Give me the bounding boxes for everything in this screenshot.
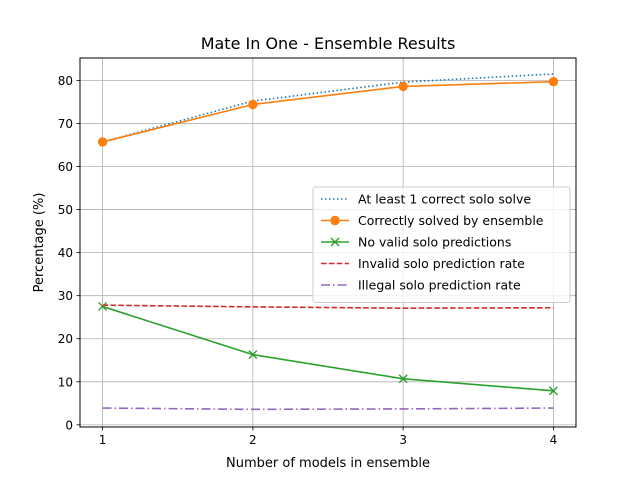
series-line-2: [102, 305, 554, 392]
y-axis-label: Percentage (%): [32, 193, 47, 293]
x-tick-label: 4: [550, 433, 558, 447]
y-tick-label: 50: [58, 203, 73, 217]
series-1-marker: [248, 99, 258, 110]
series-2-marker: [98, 301, 108, 311]
series-line-1: [102, 80, 554, 143]
y-tick-label: 20: [58, 332, 73, 346]
x-tick-label: 3: [399, 433, 407, 447]
chart-title: Mate In One - Ensemble Results: [201, 34, 456, 53]
legend: At least 1 correct solo solve Correctly s…: [312, 186, 571, 303]
series-1-marker: [97, 137, 108, 147]
plot-frame: [79, 57, 577, 428]
legend-marker: [330, 237, 340, 247]
series-2-marker: [548, 386, 558, 396]
x-tick-label: 2: [249, 433, 257, 447]
series-layer: [97, 73, 559, 411]
legend-entry-label: At least 1 correct solo solve: [358, 192, 531, 207]
legend-entry-label: Illegal solo prediction rate: [358, 278, 521, 293]
x-tick-label: 1: [99, 433, 107, 447]
series-1-marker: [548, 76, 559, 87]
y-tick-label: 70: [58, 117, 73, 131]
y-tick-label: 80: [58, 74, 73, 88]
y-tick-label: 40: [58, 246, 73, 260]
legend-box: [312, 186, 571, 303]
series-1-marker: [398, 81, 408, 92]
legend-marker: [330, 215, 340, 226]
y-tick-label: 0: [65, 418, 73, 432]
legend-entry-label: No valid solo predictions: [358, 235, 511, 250]
series-line-4: [102, 407, 554, 411]
legend-entry-label: Invalid solo prediction rate: [358, 256, 525, 271]
series-line-3: [102, 304, 554, 309]
y-tick-label: 10: [58, 375, 73, 389]
y-tick-label: 30: [58, 289, 73, 303]
x-axis-label: Number of models in ensemble: [226, 456, 430, 471]
legend-entry-label: Correctly solved by ensemble: [358, 213, 544, 228]
series-2-marker: [398, 374, 408, 384]
series-2-marker: [248, 350, 258, 360]
y-tick-label: 60: [58, 160, 73, 174]
